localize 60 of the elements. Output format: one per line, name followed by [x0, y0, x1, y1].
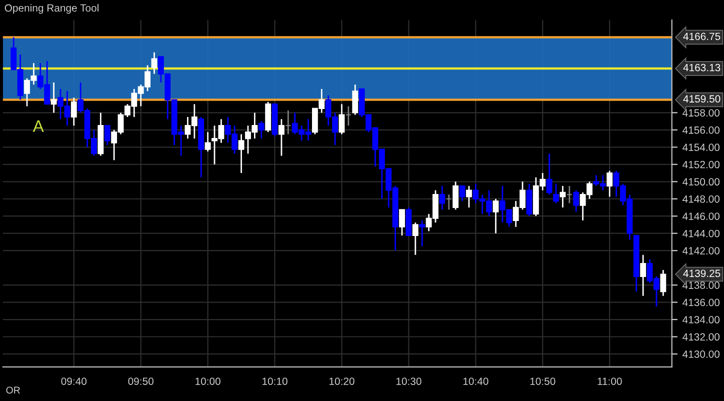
y-tick-label: 4158.00: [682, 109, 720, 117]
y-tick-label: 4148.00: [682, 195, 720, 203]
candlestick: [553, 183, 559, 204]
y-tick-label: 4146.00: [682, 212, 720, 220]
candlestick: [412, 222, 418, 256]
x-tick-label: 09:50: [128, 378, 154, 385]
candlestick: [278, 118, 284, 156]
candlestick: [204, 131, 211, 152]
x-tick-label: 10:40: [463, 378, 488, 385]
chart-title: Opening Range Tool: [4, 4, 98, 14]
candlestick: [546, 152, 552, 196]
y-tick-label: 4134.00: [682, 316, 720, 324]
candlestick: [285, 110, 292, 135]
candlestick: [459, 185, 466, 202]
x-tick-label: 10:20: [330, 378, 354, 385]
y-tick-label: 4130.00: [682, 350, 720, 358]
text: 4139.25: [683, 270, 720, 278]
candlestick: [104, 124, 110, 146]
y-tick-label: 4144.00: [682, 230, 720, 238]
x-tick-label: 10:30: [396, 378, 422, 385]
candlestick: [151, 52, 158, 75]
candlestick: [258, 120, 264, 140]
candlestick: [446, 194, 452, 210]
candlestick: [345, 106, 352, 126]
y-tick-label: 4132.00: [682, 333, 720, 341]
ref-line-label: 4163.13: [683, 64, 720, 72]
y-tick-label: 4152.00: [682, 160, 720, 168]
candlestick: [439, 185, 446, 210]
y-tick-label: 4138.00: [682, 282, 720, 289]
text: OR: [6, 386, 20, 394]
candlestick: [640, 254, 646, 297]
y-tick-label: 4142.00: [682, 247, 720, 254]
candlestick: [492, 198, 499, 234]
candlestick: [560, 185, 566, 208]
candlestick: [338, 103, 345, 135]
y-tick-label: 4136.00: [682, 298, 720, 306]
x-tick-label: 11:00: [598, 378, 622, 385]
candlestick: [352, 84, 358, 116]
candlestick: [466, 185, 472, 208]
candlestick: [660, 269, 666, 297]
candlestick: [573, 190, 580, 212]
x-tick-label: 10:10: [262, 378, 288, 385]
x-tick-label: 10:50: [530, 378, 556, 385]
x-tick-label: 10:00: [196, 378, 220, 385]
candlestick: [70, 96, 77, 126]
x-tick-label: 09:40: [61, 378, 87, 385]
candlestick: [526, 183, 532, 217]
candlestick: [238, 134, 244, 174]
candlestick: [419, 220, 426, 247]
candlestick: [399, 208, 405, 236]
y-tick-label: 4156.00: [682, 126, 720, 134]
annotation: A: [32, 120, 44, 132]
candlestick: [452, 180, 459, 210]
ref-line-label: 4166.75: [683, 32, 720, 40]
y-tick-label: 4154.00: [682, 144, 720, 152]
candlestick: [566, 185, 572, 204]
y-tick-label: 4150.00: [682, 178, 720, 186]
candlestick: [606, 170, 613, 198]
candlestick: [50, 82, 57, 114]
ref-line-label: 4159.50: [683, 95, 720, 103]
